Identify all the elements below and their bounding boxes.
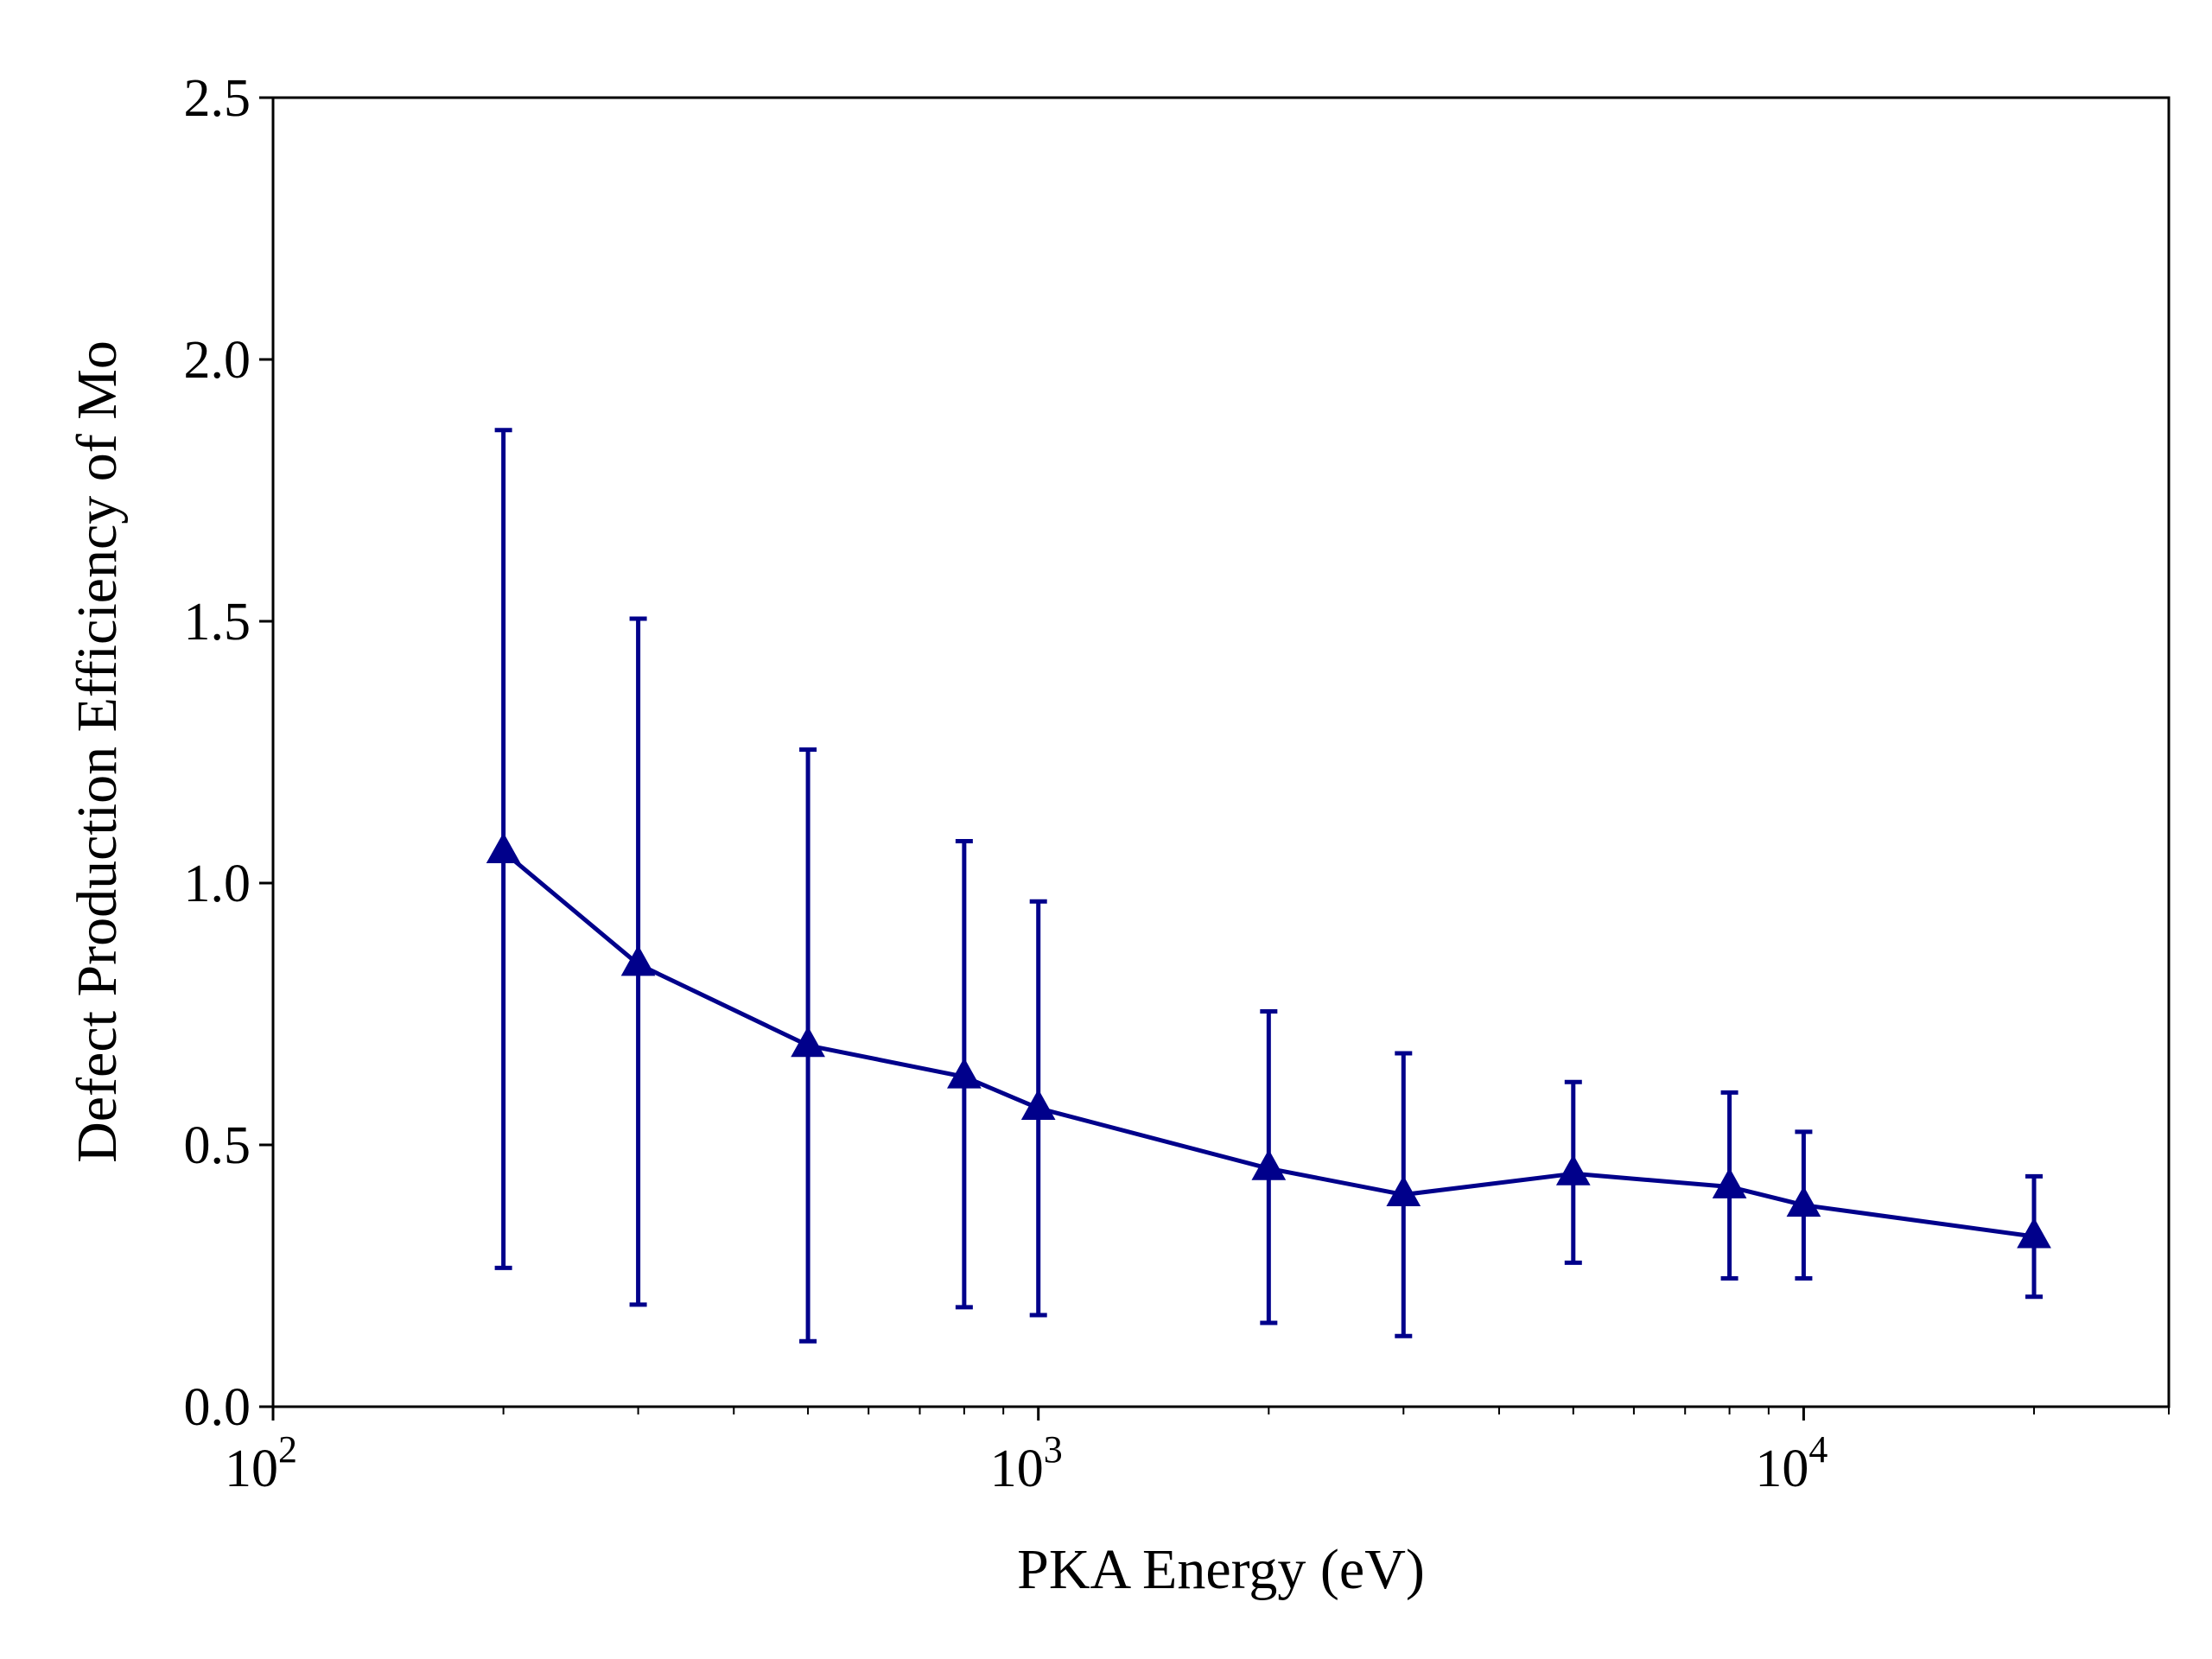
x-tick-label-exponent: 3 (1044, 1428, 1063, 1471)
data-point-marker (486, 832, 521, 864)
x-axis-title: PKA Energy (eV) (1017, 1538, 1425, 1601)
y-tick-label: 2.5 (184, 69, 251, 128)
data-point-marker (791, 1026, 825, 1058)
x-tick-label-exponent: 2 (278, 1428, 297, 1471)
plot-area (486, 428, 2051, 1344)
y-tick-label: 0.5 (184, 1116, 251, 1175)
data-point-marker (1386, 1175, 1421, 1206)
data-point-marker (1251, 1149, 1287, 1180)
x-tick-label: 104 (1755, 1428, 1827, 1498)
data-point-marker (1020, 1089, 1056, 1120)
x-tick-label-base: 10 (1755, 1440, 1808, 1498)
data-point-marker (1786, 1185, 1821, 1217)
x-tick-label: 103 (990, 1428, 1063, 1498)
data-point-marker (620, 944, 656, 976)
data-point-marker (947, 1058, 982, 1089)
y-tick-label: 2.0 (184, 331, 251, 390)
x-tick-label-base: 10 (990, 1440, 1044, 1498)
y-tick-label: 1.0 (184, 855, 251, 913)
data-point-marker (1712, 1167, 1747, 1198)
y-axis-title: Defect Production Efficiency of Mo (66, 340, 129, 1163)
plot-frame (271, 96, 2171, 1408)
data-point-marker (2017, 1217, 2051, 1249)
x-tick-label-exponent: 4 (1808, 1428, 1827, 1471)
x-tick-label: 102 (225, 1428, 297, 1498)
y-tick-label: 1.5 (184, 593, 251, 652)
y-tick-label: 0.0 (184, 1378, 251, 1437)
data-point-marker (1555, 1154, 1591, 1185)
x-tick-label-base: 10 (225, 1440, 278, 1498)
